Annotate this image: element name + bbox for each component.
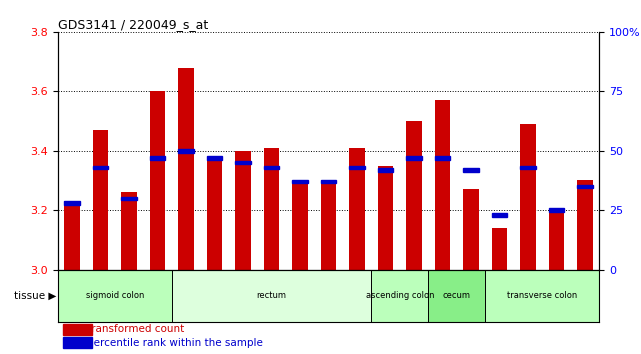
Bar [121, 192, 137, 270]
Bar [320, 180, 337, 183]
Bar [492, 228, 508, 270]
Text: rectum: rectum [256, 291, 287, 300]
Bar [172, 270, 371, 322]
Bar [235, 151, 251, 270]
Bar [292, 183, 308, 270]
Bar [549, 213, 565, 270]
Text: ascending colon: ascending colon [365, 291, 434, 300]
Bar [406, 156, 422, 160]
Bar [92, 166, 108, 169]
Bar [178, 149, 194, 153]
Bar [349, 166, 365, 169]
Bar [63, 337, 92, 348]
Text: cecum: cecum [443, 291, 470, 300]
Bar [64, 201, 79, 270]
Bar [149, 91, 165, 270]
Bar [463, 168, 479, 172]
Bar [206, 157, 222, 270]
Bar [492, 213, 508, 217]
Bar [92, 130, 108, 270]
Bar [292, 180, 308, 183]
Bar [520, 124, 536, 270]
Bar [235, 161, 251, 164]
Text: tissue ▶: tissue ▶ [14, 291, 56, 301]
Bar [320, 181, 337, 270]
Bar [63, 324, 92, 335]
Bar [578, 181, 593, 270]
Bar [178, 68, 194, 270]
Bar [149, 156, 165, 160]
Bar [371, 270, 428, 322]
Text: transverse colon: transverse colon [507, 291, 578, 300]
Bar [435, 156, 451, 160]
Bar [435, 100, 451, 270]
Text: percentile rank within the sample: percentile rank within the sample [87, 338, 263, 348]
Bar [485, 270, 599, 322]
Text: transformed count: transformed count [87, 324, 185, 334]
Bar [378, 166, 394, 270]
Bar [263, 166, 279, 169]
Bar [549, 209, 565, 212]
Bar [378, 168, 394, 172]
Bar [263, 148, 279, 270]
Text: sigmoid colon: sigmoid colon [85, 291, 144, 300]
Bar [463, 189, 479, 270]
Bar [428, 270, 485, 322]
Text: GDS3141 / 220049_s_at: GDS3141 / 220049_s_at [58, 18, 208, 31]
Bar [520, 166, 536, 169]
Bar [206, 156, 222, 160]
Bar [349, 148, 365, 270]
Bar [406, 121, 422, 270]
Bar [121, 196, 137, 200]
Bar [58, 270, 172, 322]
Bar [578, 185, 593, 188]
Bar [64, 201, 79, 205]
